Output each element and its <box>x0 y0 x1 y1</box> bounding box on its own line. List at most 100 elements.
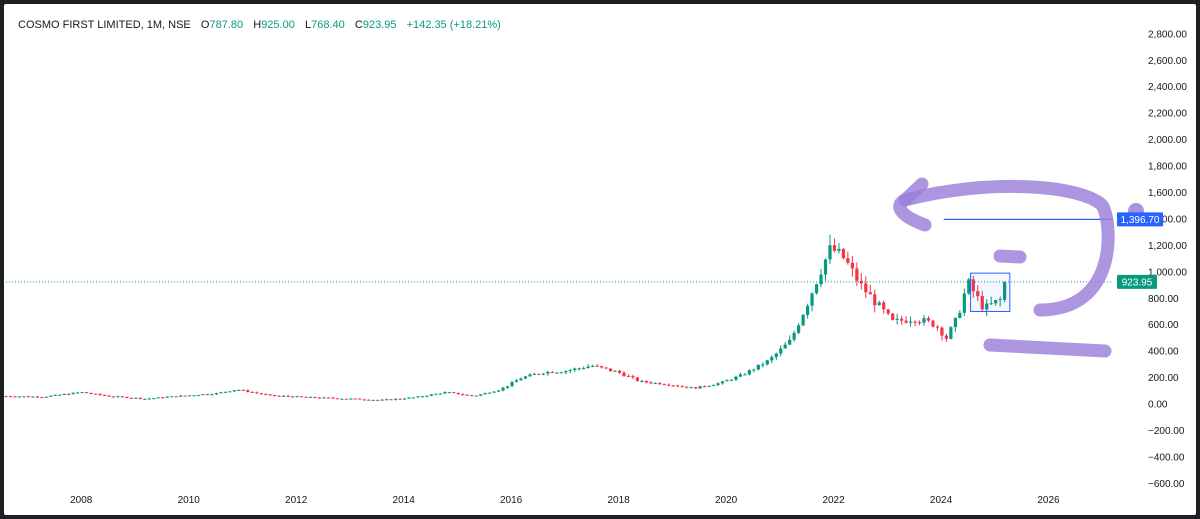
candle-body <box>268 394 272 396</box>
candle-body <box>62 393 66 395</box>
candle-body <box>326 397 331 399</box>
candle-body <box>8 396 13 398</box>
candle-body <box>761 364 765 366</box>
x-axis-tick-label: 2024 <box>930 495 953 506</box>
candle-body <box>747 370 751 375</box>
y-axis-tick-label: 800.00 <box>1148 294 1179 305</box>
candle-body <box>725 380 729 382</box>
candle-body <box>416 396 420 398</box>
candle-body <box>908 321 913 323</box>
candle-body <box>850 262 854 269</box>
candle-body <box>170 396 174 398</box>
candle-body <box>277 395 281 397</box>
y-axis-tick-label: 200.00 <box>1148 373 1179 384</box>
candle-body <box>479 394 483 396</box>
candle-body <box>456 392 460 395</box>
candle-body <box>953 317 957 328</box>
candle-body <box>461 394 465 396</box>
candle-body <box>393 398 398 400</box>
candle-body <box>537 374 541 376</box>
candle-body <box>877 302 881 306</box>
candle-body <box>496 390 501 392</box>
candle-body <box>519 378 523 381</box>
candle-body <box>976 291 980 297</box>
candle-body <box>13 396 17 398</box>
high-label: H <box>253 19 262 31</box>
candle-body <box>729 379 734 381</box>
candle-body <box>58 394 62 396</box>
candle-body <box>4 396 8 398</box>
candle-body <box>49 395 53 397</box>
candle-body <box>864 283 868 293</box>
y-axis-tick-label: 2,000.00 <box>1148 135 1187 146</box>
x-axis-tick-label: 2008 <box>70 495 93 506</box>
y-axis-tick-label: 2,600.00 <box>1148 56 1187 67</box>
candle-body <box>694 387 698 389</box>
candle-body <box>317 397 322 399</box>
x-axis-tick-label: 2018 <box>607 495 630 506</box>
candle-body <box>264 394 268 396</box>
x-axis-tick-label: 2014 <box>393 495 416 506</box>
candle-body <box>349 398 353 400</box>
candle-body <box>322 397 326 399</box>
candle-body <box>53 394 57 396</box>
candle-body <box>855 268 859 281</box>
annotation-mark <box>993 249 1027 264</box>
candle-body <box>385 399 389 401</box>
candle-body <box>255 392 259 394</box>
rectangle-drawing[interactable] <box>970 272 1011 312</box>
candle-body <box>22 396 26 398</box>
candle-body <box>922 318 926 323</box>
candle-body <box>340 398 344 400</box>
candle-body <box>891 313 895 320</box>
annotation-underline <box>983 338 1112 358</box>
candle-body <box>71 392 75 395</box>
last-price-tag <box>1117 274 1157 289</box>
candle-body <box>488 392 492 394</box>
high-value: 925.00 <box>261 19 295 31</box>
candle-body <box>671 385 675 387</box>
y-axis-tick-label: 2,400.00 <box>1148 82 1187 93</box>
candle-body <box>192 395 196 397</box>
candle-body <box>389 399 393 401</box>
candle-body <box>510 382 514 387</box>
open-label: O <box>200 19 210 31</box>
candle-body <box>765 360 769 365</box>
candle-body <box>246 390 250 392</box>
y-axis-tick-label: 0.00 <box>1148 400 1168 411</box>
candle-body <box>568 370 572 372</box>
candle-body <box>586 366 590 369</box>
candle-body <box>886 309 890 314</box>
candle-body <box>917 322 922 324</box>
candle-body <box>940 327 944 336</box>
candle-body <box>680 386 684 388</box>
candle-body <box>613 370 617 372</box>
candle-body <box>76 392 80 394</box>
horizontal-line-price-label: 1,396.70 <box>1121 215 1160 226</box>
candle-body <box>756 364 760 370</box>
candle-body <box>286 395 290 397</box>
candle-body <box>429 394 434 396</box>
y-axis-tick-label: 400.00 <box>1148 347 1179 358</box>
candle-body <box>443 392 447 394</box>
candle-body <box>900 318 904 321</box>
candle-body <box>425 395 429 397</box>
candle-body <box>420 396 425 398</box>
candle-body <box>161 397 165 399</box>
candle-body <box>358 398 362 400</box>
candle-body <box>331 397 335 399</box>
low-value: 768.40 <box>311 19 345 31</box>
x-axis-tick-label: 2020 <box>715 495 738 506</box>
symbol-title[interactable]: COSMO FIRST LIMITED, 1M, NSE <box>18 19 191 31</box>
candle-body <box>196 395 201 397</box>
candle-body <box>689 387 693 389</box>
candle-body <box>720 381 725 384</box>
candle-body <box>107 395 111 397</box>
candle-body <box>792 332 796 340</box>
x-axis-tick-label: 2012 <box>285 495 308 506</box>
candle-body <box>805 305 810 315</box>
candle-body <box>125 396 129 398</box>
candle-body <box>295 396 299 398</box>
candle-body <box>873 294 877 306</box>
